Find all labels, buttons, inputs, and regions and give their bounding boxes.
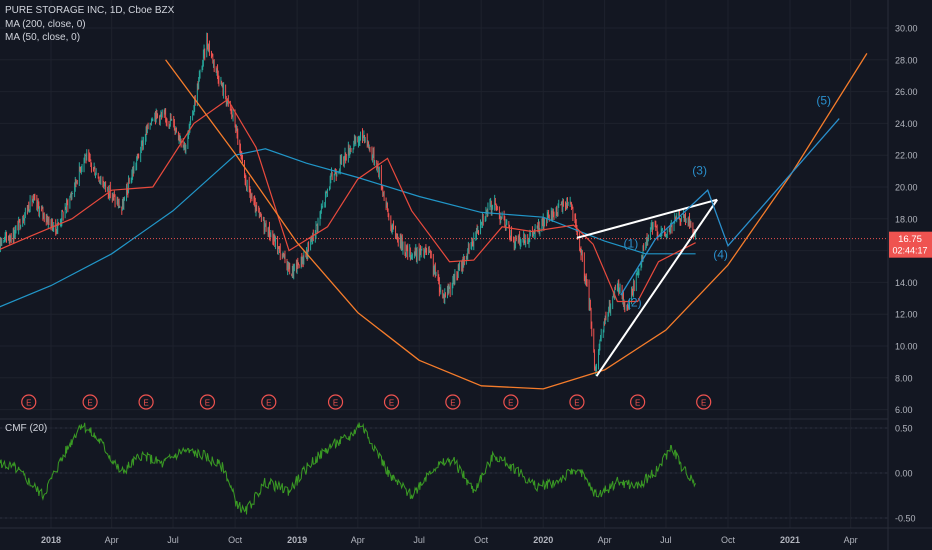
earnings-marker-label: E <box>701 399 706 408</box>
symbol-title[interactable]: PURE STORAGE INC, 1D, Cboe BZX <box>5 5 175 16</box>
wave-label[interactable]: (2) <box>627 295 642 309</box>
wave-line[interactable] <box>620 118 840 296</box>
earnings-marker[interactable] <box>503 394 519 410</box>
earnings-marker-label: E <box>266 399 271 408</box>
elliott-wave-path[interactable]: (1) (2) (3) (4) (5) <box>620 93 840 309</box>
price-tick-label: 28.00 <box>895 55 918 65</box>
price-tick-label: 12.00 <box>895 310 918 320</box>
axes: 30.0028.0026.0024.0022.0020.0018.0016.00… <box>41 24 918 546</box>
price-tick-label: 30.00 <box>895 24 918 34</box>
countdown-value: 02:44:17 <box>892 246 927 256</box>
price-tick-label: 14.00 <box>895 278 918 288</box>
cmf-tick-label: 0.00 <box>895 469 913 479</box>
earnings-marker[interactable] <box>138 394 154 410</box>
price-tick-label: 18.00 <box>895 214 918 224</box>
earnings-marker[interactable] <box>82 394 98 410</box>
time-tick-label: Jul <box>167 535 179 545</box>
earnings-marker-label: E <box>635 399 640 408</box>
price-tick-label: 10.00 <box>895 342 918 352</box>
time-tick-label: 2019 <box>287 535 307 545</box>
cmf-tick-label: -0.50 <box>895 514 916 524</box>
earnings-marker[interactable] <box>383 394 400 410</box>
time-tick-label: Oct <box>474 535 489 545</box>
time-tick-label: 2021 <box>780 535 800 545</box>
ma200-legend[interactable]: MA (200, close, 0) <box>5 19 86 30</box>
earnings-marker[interactable] <box>327 394 344 410</box>
price-tick-label: 6.00 <box>895 405 913 415</box>
rounding-bottom-line[interactable] <box>165 53 868 390</box>
earnings-marker-label: E <box>143 399 148 408</box>
earnings-marker[interactable] <box>696 394 712 410</box>
wedge-lower-line[interactable] <box>595 199 719 377</box>
wedge-trendlines[interactable] <box>576 198 719 377</box>
time-tick-label: 2018 <box>41 535 61 545</box>
last-price-tag[interactable] <box>889 231 932 258</box>
earnings-marker-label: E <box>87 399 92 408</box>
wave-label[interactable]: (4) <box>713 248 728 262</box>
price-series <box>0 32 697 376</box>
ma50-legend[interactable]: MA (50, close, 0) <box>5 32 81 43</box>
wave-label[interactable]: (3) <box>692 163 707 177</box>
cmf-tick-label: 0.50 <box>895 424 913 434</box>
last-price-value: 16.75 <box>898 234 922 245</box>
time-tick-label: Apr <box>351 535 365 545</box>
ma200-line[interactable] <box>0 148 696 311</box>
earnings-marker-label: E <box>508 399 513 408</box>
price-tick-label: 20.00 <box>895 183 918 193</box>
time-tick-label: Apr <box>105 535 119 545</box>
earnings-marker-label: E <box>450 399 455 408</box>
earnings-marker-label: E <box>26 399 31 408</box>
cmf-series <box>0 422 697 515</box>
rounding-bottom-curve[interactable] <box>165 53 868 390</box>
time-tick-label: Oct <box>228 535 243 545</box>
earnings-marker-label: E <box>333 399 338 408</box>
price-tick-label: 26.00 <box>895 87 918 97</box>
ma50-line[interactable] <box>0 98 696 303</box>
time-tick-label: Jul <box>660 535 672 545</box>
cmf-line[interactable] <box>0 422 697 515</box>
earnings-marker[interactable] <box>630 394 646 410</box>
price-tick-label: 22.00 <box>895 151 918 161</box>
wave-label[interactable]: (5) <box>816 93 831 107</box>
time-tick-label: Apr <box>844 535 858 545</box>
earnings-marker[interactable] <box>569 394 585 410</box>
earnings-marker[interactable] <box>199 394 216 410</box>
wedge-upper-line[interactable] <box>576 198 718 239</box>
time-tick-label: Oct <box>721 535 736 545</box>
time-tick-label: Jul <box>413 535 425 545</box>
earnings-marker-label: E <box>574 399 579 408</box>
earnings-marker-label: E <box>389 399 394 408</box>
wave-label[interactable]: (1) <box>624 236 639 250</box>
earnings-marker[interactable] <box>261 394 277 410</box>
cmf-legend[interactable]: CMF (20) <box>5 423 48 434</box>
time-tick-label: 2020 <box>533 535 553 545</box>
ma200-series <box>0 148 696 311</box>
earnings-marker-label: E <box>205 399 210 408</box>
time-tick-label: Apr <box>598 535 612 545</box>
price-tick-label: 8.00 <box>895 373 913 383</box>
price-tick-label: 24.00 <box>895 119 918 129</box>
ma50-series <box>0 98 696 303</box>
grid-lines <box>0 0 888 528</box>
earnings-marker[interactable] <box>445 394 461 410</box>
earnings-marker[interactable] <box>21 394 37 410</box>
